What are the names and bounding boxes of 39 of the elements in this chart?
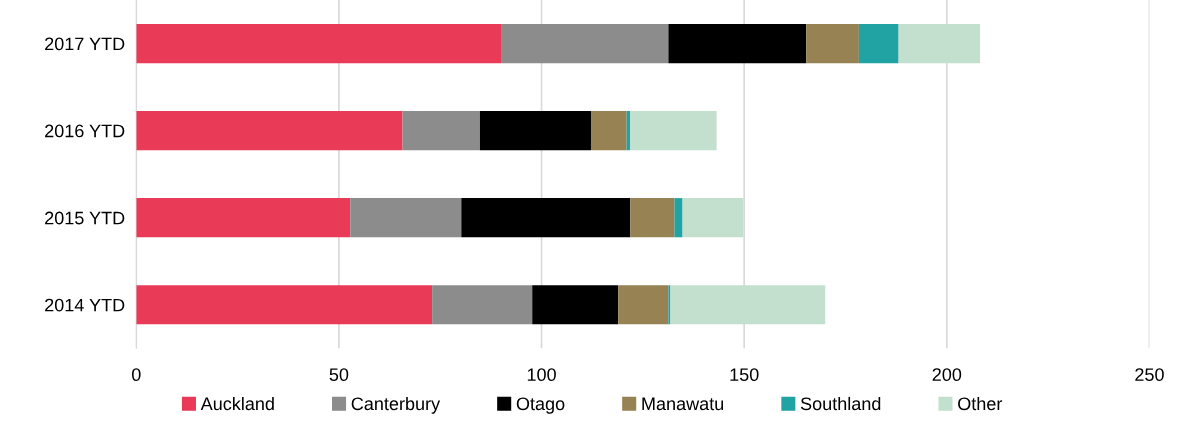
x-tick-label: 150 bbox=[730, 368, 759, 382]
x-tick-label: 100 bbox=[527, 368, 556, 382]
legend-label: Auckland bbox=[200, 396, 274, 411]
legend-label: Southland bbox=[800, 396, 881, 411]
x-tick-label: 250 bbox=[1135, 368, 1164, 382]
bar bbox=[674, 198, 683, 238]
legend-label: Canterbury bbox=[351, 396, 441, 414]
legend-label: Otago bbox=[516, 397, 565, 414]
y-tick-label: 2014 YTD bbox=[45, 298, 125, 312]
bar bbox=[668, 285, 671, 325]
bar bbox=[479, 111, 591, 151]
bar bbox=[501, 23, 669, 64]
bar bbox=[432, 285, 533, 325]
bar bbox=[136, 23, 502, 64]
bar bbox=[630, 111, 717, 151]
bar bbox=[136, 285, 433, 325]
y-tick-label: 2015 YTD bbox=[45, 211, 125, 225]
x-tick-label: 0 bbox=[131, 368, 141, 382]
bar bbox=[668, 23, 807, 64]
legend-label: Other bbox=[958, 396, 1003, 411]
bar bbox=[402, 111, 480, 151]
bar bbox=[461, 198, 631, 238]
x-tick-label: 50 bbox=[329, 368, 349, 382]
bar bbox=[670, 285, 826, 325]
x-tick-label: 200 bbox=[932, 368, 962, 382]
bar bbox=[858, 23, 899, 64]
bar bbox=[532, 285, 619, 325]
bar bbox=[136, 198, 351, 238]
bar bbox=[898, 23, 981, 64]
bar bbox=[350, 198, 462, 238]
bar bbox=[136, 111, 403, 151]
bar bbox=[618, 285, 669, 325]
y-tick-label: 2017 YTD bbox=[45, 37, 125, 51]
y-tick-label: 2016 YTD bbox=[45, 124, 125, 138]
bar bbox=[682, 198, 744, 238]
bar bbox=[806, 23, 859, 64]
bar bbox=[630, 198, 675, 238]
legend-label: Manawatu bbox=[642, 397, 724, 411]
bar bbox=[590, 111, 627, 151]
